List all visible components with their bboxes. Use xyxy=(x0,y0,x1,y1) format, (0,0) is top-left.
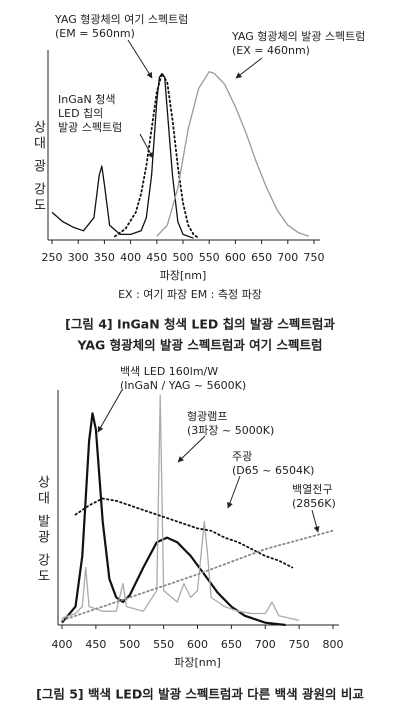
x-tick-label: 500 xyxy=(173,251,194,264)
caption: YAG 형광체의 발광 스펙트럼과 여기 스펙트럼 xyxy=(76,338,322,353)
x-tick-label: 600 xyxy=(187,638,208,651)
x-tick-label: 600 xyxy=(225,251,246,264)
x-tick-label: 800 xyxy=(323,638,344,651)
spectrum-line xyxy=(51,72,194,239)
annotation: (D65 ~ 6504K) xyxy=(232,464,314,477)
arrow xyxy=(177,435,206,463)
x-tick-label: 650 xyxy=(251,251,272,264)
arrow xyxy=(235,57,263,79)
x-tick-label: 300 xyxy=(68,251,89,264)
annotation: (EM = 560nm) xyxy=(55,27,135,40)
x-tick-label: 550 xyxy=(153,638,174,651)
annotation: YAG 형광체의 여기 스펙트럼 xyxy=(54,13,188,26)
y-axis-label: 상대 발광 강도 xyxy=(35,475,50,585)
annotation: 백색 LED 160lm/W xyxy=(120,365,218,378)
x-axis-label: 파장[nm] xyxy=(160,269,207,282)
caption: [그림 5] 백색 LED의 발광 스펙트럼과 다른 백색 광원의 비교 xyxy=(36,687,364,702)
x-tick-label: 700 xyxy=(255,638,276,651)
x-tick-label: 650 xyxy=(221,638,242,651)
arrow xyxy=(139,133,154,159)
arrow xyxy=(227,475,241,509)
annotation: YAG 형광체의 발광 스펙트럼 xyxy=(231,30,365,43)
x-axis-label: 파장[nm] xyxy=(174,656,221,669)
arrow xyxy=(127,39,153,79)
annotation: InGaN 청색 xyxy=(58,93,115,106)
x-tick-label: 750 xyxy=(289,638,310,651)
spectrum-line xyxy=(114,72,200,240)
annotation: 발광 스펙트럼 xyxy=(58,121,122,134)
arrow xyxy=(311,509,320,533)
arrow xyxy=(97,389,123,433)
annotation: (3파장 ~ 5000K) xyxy=(187,424,274,437)
annotation: LED 칩의 xyxy=(58,107,103,120)
spectrum-line xyxy=(61,394,300,622)
note: EX : 여기 파장 EM : 측정 파장 xyxy=(118,288,262,301)
caption: [그림 4] InGaN 청색 LED 칩의 발광 스펙트럼과 xyxy=(65,317,335,332)
x-tick-label: 400 xyxy=(120,251,141,264)
spectrum-line xyxy=(61,412,286,627)
annotation: 백열전구 xyxy=(292,483,332,496)
annotation: (InGaN / YAG ~ 5600K) xyxy=(120,379,246,392)
annotation: 주광 xyxy=(232,450,252,463)
x-tick-label: 750 xyxy=(304,251,325,264)
x-tick-label: 400 xyxy=(52,638,73,651)
x-tick-label: 450 xyxy=(146,251,167,264)
spectrum-line xyxy=(74,497,294,569)
annotation: 형광램프 xyxy=(187,410,227,423)
x-tick-label: 450 xyxy=(85,638,106,651)
annotation: (EX = 460nm) xyxy=(232,44,310,57)
x-tick-label: 550 xyxy=(199,251,220,264)
x-tick-label: 350 xyxy=(94,251,115,264)
y-axis-label: 상대 광 강도 xyxy=(31,120,46,214)
spectrum-line xyxy=(156,71,310,237)
x-tick-label: 250 xyxy=(42,251,63,264)
spectrum-line xyxy=(61,529,334,622)
x-tick-label: 500 xyxy=(119,638,140,651)
x-tick-label: 700 xyxy=(277,251,298,264)
annotation: (2856K) xyxy=(292,497,336,510)
